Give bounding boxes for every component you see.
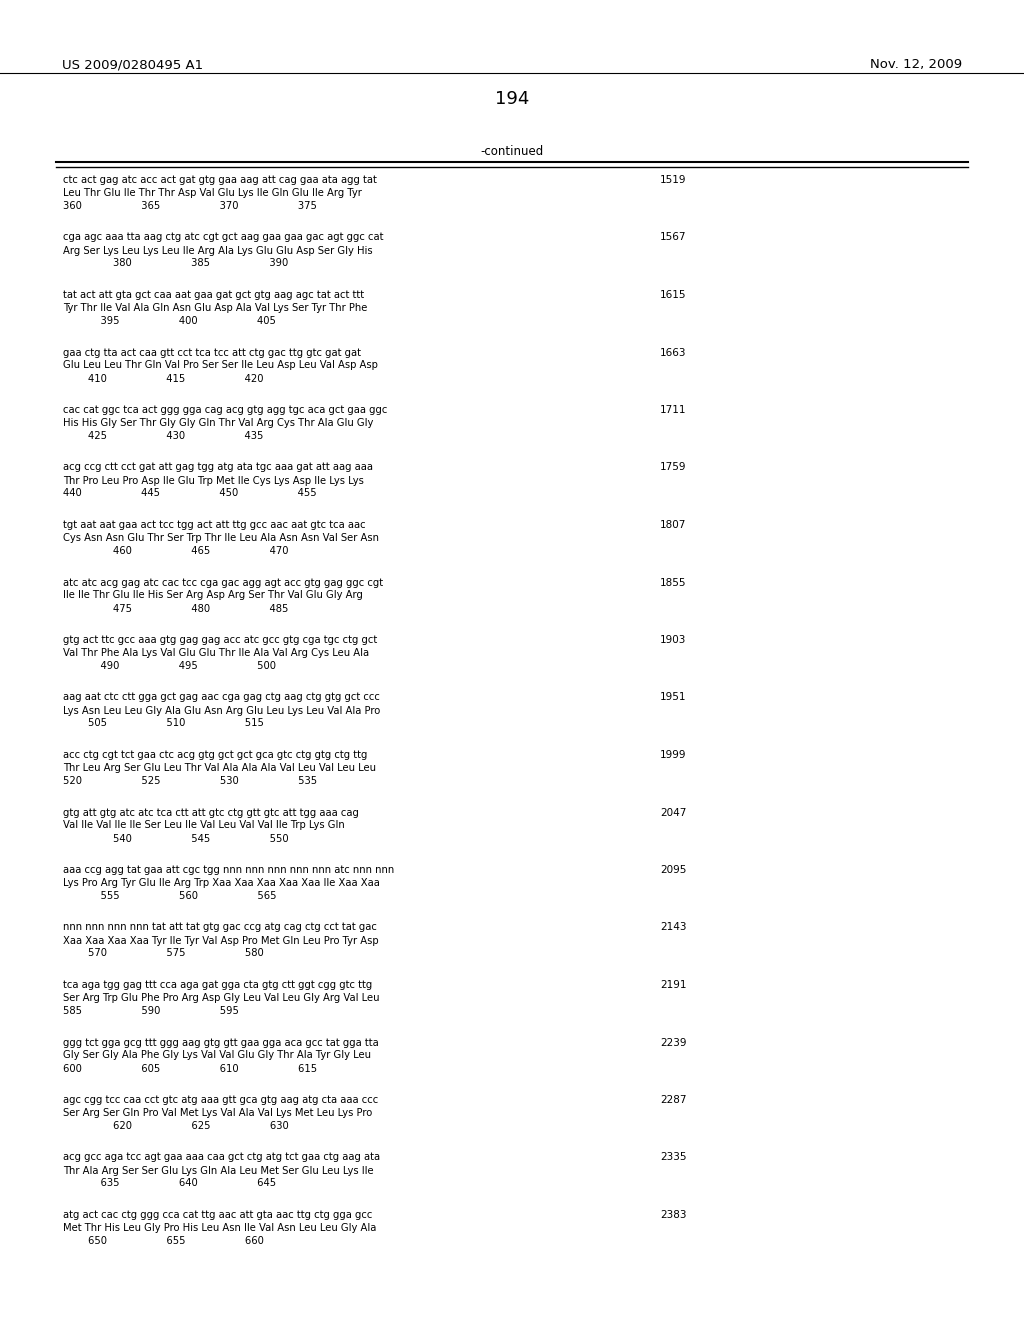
Text: 570                   575                   580: 570 575 580 bbox=[63, 949, 264, 958]
Text: 1807: 1807 bbox=[660, 520, 686, 531]
Text: 440                   445                   450                   455: 440 445 450 455 bbox=[63, 488, 316, 499]
Text: 1855: 1855 bbox=[660, 578, 686, 587]
Text: 1711: 1711 bbox=[660, 405, 686, 414]
Text: 2335: 2335 bbox=[660, 1152, 686, 1163]
Text: acc ctg cgt tct gaa ctc acg gtg gct gct gca gtc ctg gtg ctg ttg: acc ctg cgt tct gaa ctc acg gtg gct gct … bbox=[63, 750, 368, 760]
Text: gaa ctg tta act caa gtt cct tca tcc att ctg gac ttg gtc gat gat: gaa ctg tta act caa gtt cct tca tcc att … bbox=[63, 347, 361, 358]
Text: Leu Thr Glu Ile Thr Thr Asp Val Glu Lys Ile Gln Glu Ile Arg Tyr: Leu Thr Glu Ile Thr Thr Asp Val Glu Lys … bbox=[63, 187, 361, 198]
Text: 600                   605                   610                   615: 600 605 610 615 bbox=[63, 1064, 317, 1073]
Text: 1951: 1951 bbox=[660, 693, 686, 702]
Text: 2191: 2191 bbox=[660, 979, 686, 990]
Text: 555                   560                   565: 555 560 565 bbox=[63, 891, 276, 902]
Text: 395                   400                   405: 395 400 405 bbox=[63, 315, 275, 326]
Text: His His Gly Ser Thr Gly Gly Gln Thr Val Arg Cys Thr Ala Glu Gly: His His Gly Ser Thr Gly Gly Gln Thr Val … bbox=[63, 418, 374, 428]
Text: 410                   415                   420: 410 415 420 bbox=[63, 374, 263, 384]
Text: Thr Leu Arg Ser Glu Leu Thr Val Ala Ala Ala Val Leu Val Leu Leu: Thr Leu Arg Ser Glu Leu Thr Val Ala Ala … bbox=[63, 763, 376, 774]
Text: 360                   365                   370                   375: 360 365 370 375 bbox=[63, 201, 316, 211]
Text: 2383: 2383 bbox=[660, 1210, 686, 1220]
Text: Thr Pro Leu Pro Asp Ile Glu Trp Met Ile Cys Lys Asp Ile Lys Lys: Thr Pro Leu Pro Asp Ile Glu Trp Met Ile … bbox=[63, 475, 364, 486]
Text: -continued: -continued bbox=[480, 145, 544, 158]
Text: Gly Ser Gly Ala Phe Gly Lys Val Val Glu Gly Thr Ala Tyr Gly Leu: Gly Ser Gly Ala Phe Gly Lys Val Val Glu … bbox=[63, 1051, 371, 1060]
Text: 2095: 2095 bbox=[660, 865, 686, 875]
Text: 194: 194 bbox=[495, 90, 529, 108]
Text: acg ccg ctt cct gat att gag tgg atg ata tgc aaa gat att aag aaa: acg ccg ctt cct gat att gag tgg atg ata … bbox=[63, 462, 373, 473]
Text: 650                   655                   660: 650 655 660 bbox=[63, 1236, 264, 1246]
Text: 620                   625                   630: 620 625 630 bbox=[63, 1121, 289, 1131]
Text: Cys Asn Asn Glu Thr Ser Trp Thr Ile Leu Ala Asn Asn Val Ser Asn: Cys Asn Asn Glu Thr Ser Trp Thr Ile Leu … bbox=[63, 533, 379, 543]
Text: Thr Ala Arg Ser Ser Glu Lys Gln Ala Leu Met Ser Glu Leu Lys Ile: Thr Ala Arg Ser Ser Glu Lys Gln Ala Leu … bbox=[63, 1166, 374, 1176]
Text: cac cat ggc tca act ggg gga cag acg gtg agg tgc aca gct gaa ggc: cac cat ggc tca act ggg gga cag acg gtg … bbox=[63, 405, 387, 414]
Text: 1615: 1615 bbox=[660, 290, 686, 300]
Text: 475                   480                   485: 475 480 485 bbox=[63, 603, 289, 614]
Text: 2047: 2047 bbox=[660, 808, 686, 817]
Text: ggg tct gga gcg ttt ggg aag gtg gtt gaa gga aca gcc tat gga tta: ggg tct gga gcg ttt ggg aag gtg gtt gaa … bbox=[63, 1038, 379, 1048]
Text: Arg Ser Lys Leu Lys Leu Ile Arg Ala Lys Glu Glu Asp Ser Gly His: Arg Ser Lys Leu Lys Leu Ile Arg Ala Lys … bbox=[63, 246, 373, 256]
Text: atg act cac ctg ggg cca cat ttg aac att gta aac ttg ctg gga gcc: atg act cac ctg ggg cca cat ttg aac att … bbox=[63, 1210, 373, 1220]
Text: aaa ccg agg tat gaa att cgc tgg nnn nnn nnn nnn nnn atc nnn nnn: aaa ccg agg tat gaa att cgc tgg nnn nnn … bbox=[63, 865, 394, 875]
Text: 2143: 2143 bbox=[660, 923, 686, 932]
Text: tat act att gta gct caa aat gaa gat gct gtg aag agc tat act ttt: tat act att gta gct caa aat gaa gat gct … bbox=[63, 290, 365, 300]
Text: 425                   430                   435: 425 430 435 bbox=[63, 432, 263, 441]
Text: ctc act gag atc acc act gat gtg gaa aag att cag gaa ata agg tat: ctc act gag atc acc act gat gtg gaa aag … bbox=[63, 176, 377, 185]
Text: 1567: 1567 bbox=[660, 232, 686, 243]
Text: US 2009/0280495 A1: US 2009/0280495 A1 bbox=[62, 58, 203, 71]
Text: tca aga tgg gag ttt cca aga gat gga cta gtg ctt ggt cgg gtc ttg: tca aga tgg gag ttt cca aga gat gga cta … bbox=[63, 979, 373, 990]
Text: Nov. 12, 2009: Nov. 12, 2009 bbox=[869, 58, 962, 71]
Text: 460                   465                   470: 460 465 470 bbox=[63, 546, 289, 556]
Text: 490                   495                   500: 490 495 500 bbox=[63, 661, 276, 671]
Text: acg gcc aga tcc agt gaa aaa caa gct ctg atg tct gaa ctg aag ata: acg gcc aga tcc agt gaa aaa caa gct ctg … bbox=[63, 1152, 380, 1163]
Text: 2239: 2239 bbox=[660, 1038, 686, 1048]
Text: 635                   640                   645: 635 640 645 bbox=[63, 1179, 276, 1188]
Text: cga agc aaa tta aag ctg atc cgt gct aag gaa gaa gac agt ggc cat: cga agc aaa tta aag ctg atc cgt gct aag … bbox=[63, 232, 384, 243]
Text: Ile Ile Thr Glu Ile His Ser Arg Asp Arg Ser Thr Val Glu Gly Arg: Ile Ile Thr Glu Ile His Ser Arg Asp Arg … bbox=[63, 590, 362, 601]
Text: Glu Leu Leu Thr Gln Val Pro Ser Ser Ile Leu Asp Leu Val Asp Asp: Glu Leu Leu Thr Gln Val Pro Ser Ser Ile … bbox=[63, 360, 378, 371]
Text: aag aat ctc ctt gga gct gag aac cga gag ctg aag ctg gtg gct ccc: aag aat ctc ctt gga gct gag aac cga gag … bbox=[63, 693, 380, 702]
Text: nnn nnn nnn nnn tat att tat gtg gac ccg atg cag ctg cct tat gac: nnn nnn nnn nnn tat att tat gtg gac ccg … bbox=[63, 923, 377, 932]
Text: Lys Pro Arg Tyr Glu Ile Arg Trp Xaa Xaa Xaa Xaa Xaa Ile Xaa Xaa: Lys Pro Arg Tyr Glu Ile Arg Trp Xaa Xaa … bbox=[63, 878, 380, 888]
Text: Met Thr His Leu Gly Pro His Leu Asn Ile Val Asn Leu Leu Gly Ala: Met Thr His Leu Gly Pro His Leu Asn Ile … bbox=[63, 1224, 377, 1233]
Text: 1999: 1999 bbox=[660, 750, 686, 760]
Text: 505                   510                   515: 505 510 515 bbox=[63, 718, 264, 729]
Text: 585                   590                   595: 585 590 595 bbox=[63, 1006, 239, 1016]
Text: Val Ile Val Ile Ile Ser Leu Ile Val Leu Val Val Ile Trp Lys Gln: Val Ile Val Ile Ile Ser Leu Ile Val Leu … bbox=[63, 821, 345, 830]
Text: 1759: 1759 bbox=[660, 462, 686, 473]
Text: atc atc acg gag atc cac tcc cga gac agg agt acc gtg gag ggc cgt: atc atc acg gag atc cac tcc cga gac agg … bbox=[63, 578, 383, 587]
Text: Val Thr Phe Ala Lys Val Glu Glu Thr Ile Ala Val Arg Cys Leu Ala: Val Thr Phe Ala Lys Val Glu Glu Thr Ile … bbox=[63, 648, 369, 657]
Text: Ser Arg Ser Gln Pro Val Met Lys Val Ala Val Lys Met Leu Lys Pro: Ser Arg Ser Gln Pro Val Met Lys Val Ala … bbox=[63, 1107, 373, 1118]
Text: 1903: 1903 bbox=[660, 635, 686, 645]
Text: gtg att gtg atc atc tca ctt att gtc ctg gtt gtc att tgg aaa cag: gtg att gtg atc atc tca ctt att gtc ctg … bbox=[63, 808, 358, 817]
Text: tgt aat aat gaa act tcc tgg act att ttg gcc aac aat gtc tca aac: tgt aat aat gaa act tcc tgg act att ttg … bbox=[63, 520, 366, 531]
Text: gtg act ttc gcc aaa gtg gag gag acc atc gcc gtg cga tgc ctg gct: gtg act ttc gcc aaa gtg gag gag acc atc … bbox=[63, 635, 377, 645]
Text: Xaa Xaa Xaa Xaa Tyr Ile Tyr Val Asp Pro Met Gln Leu Pro Tyr Asp: Xaa Xaa Xaa Xaa Tyr Ile Tyr Val Asp Pro … bbox=[63, 936, 379, 945]
Text: agc cgg tcc caa cct gtc atg aaa gtt gca gtg aag atg cta aaa ccc: agc cgg tcc caa cct gtc atg aaa gtt gca … bbox=[63, 1096, 378, 1105]
Text: Lys Asn Leu Leu Gly Ala Glu Asn Arg Glu Leu Lys Leu Val Ala Pro: Lys Asn Leu Leu Gly Ala Glu Asn Arg Glu … bbox=[63, 705, 380, 715]
Text: 380                   385                   390: 380 385 390 bbox=[63, 259, 288, 268]
Text: Ser Arg Trp Glu Phe Pro Arg Asp Gly Leu Val Leu Gly Arg Val Leu: Ser Arg Trp Glu Phe Pro Arg Asp Gly Leu … bbox=[63, 993, 380, 1003]
Text: Tyr Thr Ile Val Ala Gln Asn Glu Asp Ala Val Lys Ser Tyr Thr Phe: Tyr Thr Ile Val Ala Gln Asn Glu Asp Ala … bbox=[63, 304, 368, 313]
Text: 540                   545                   550: 540 545 550 bbox=[63, 833, 289, 843]
Text: 2287: 2287 bbox=[660, 1096, 686, 1105]
Text: 520                   525                   530                   535: 520 525 530 535 bbox=[63, 776, 317, 785]
Text: 1663: 1663 bbox=[660, 347, 686, 358]
Text: 1519: 1519 bbox=[660, 176, 686, 185]
